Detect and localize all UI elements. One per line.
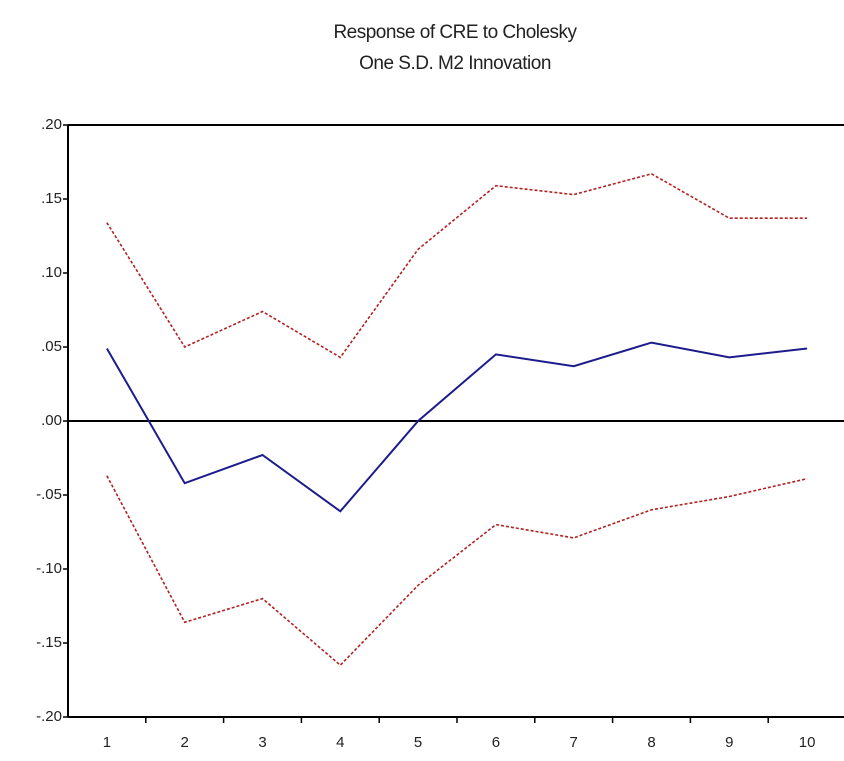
- x-tick-label: 4: [336, 734, 344, 751]
- y-tick-label: -.20: [36, 708, 62, 725]
- y-tick-label: .10: [41, 264, 62, 281]
- x-tick-label: 9: [725, 734, 733, 751]
- series-line: [106, 341, 808, 513]
- x-tick-label: 6: [492, 734, 500, 751]
- y-tick-label: .00: [41, 412, 62, 429]
- y-tick-label: -.05: [36, 486, 62, 503]
- series-line: [106, 172, 808, 359]
- x-tick-label: 10: [799, 734, 816, 751]
- y-tick-label: .15: [41, 190, 62, 207]
- x-tick-label: 5: [414, 734, 422, 751]
- x-tick-label: 3: [258, 734, 266, 751]
- x-tick-label: 8: [647, 734, 655, 751]
- x-tick-label: 2: [181, 734, 189, 751]
- chart-title: Response of CRE to Cholesky: [333, 22, 577, 43]
- x-tick-label: 7: [570, 734, 578, 751]
- y-tick-label: -.10: [36, 560, 62, 577]
- y-tick-label: .05: [41, 338, 62, 355]
- x-tick-label: 1: [103, 734, 111, 751]
- y-tick-label: .20: [41, 116, 62, 133]
- chart-title: One S.D. M2 Innovation: [359, 53, 551, 74]
- series-line: [106, 475, 808, 667]
- y-tick-label: -.15: [36, 634, 62, 651]
